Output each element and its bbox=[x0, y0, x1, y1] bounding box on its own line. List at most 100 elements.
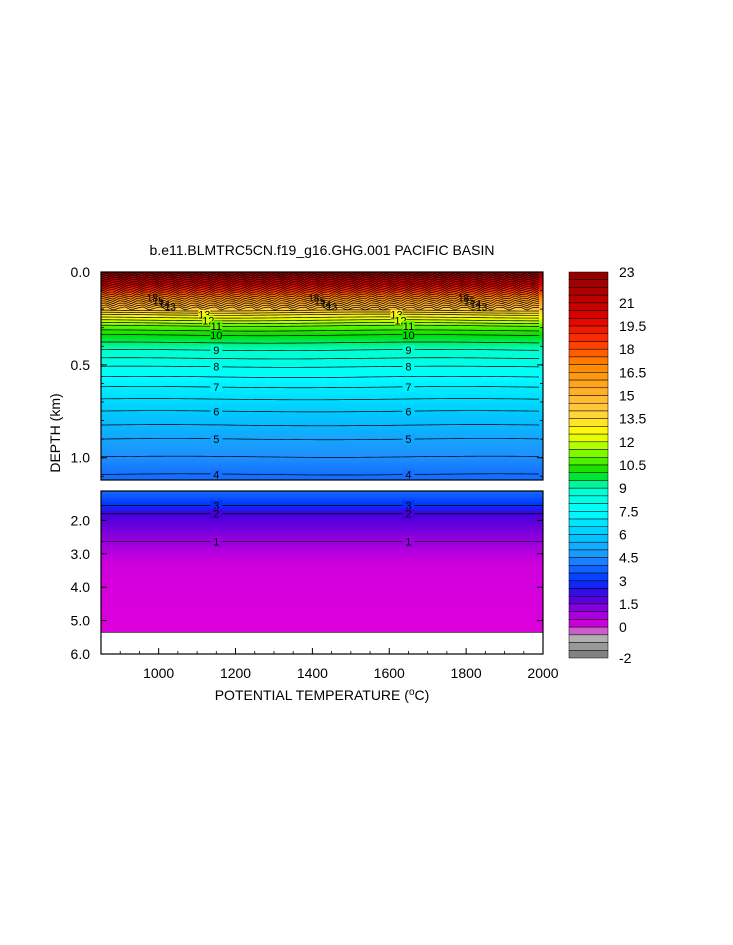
fill-band bbox=[101, 519, 543, 522]
fill-band bbox=[101, 596, 543, 599]
fill-band bbox=[101, 382, 543, 386]
fill-band bbox=[101, 455, 543, 459]
y-tick-label: 2.0 bbox=[71, 512, 91, 528]
contour-line bbox=[101, 297, 540, 302]
colorbar-box bbox=[568, 626, 609, 636]
contour-line bbox=[101, 304, 540, 309]
fill-band bbox=[101, 369, 543, 372]
colorbar-box bbox=[568, 294, 609, 304]
y-tick-label: 0.5 bbox=[71, 357, 91, 373]
fill-band bbox=[101, 572, 543, 575]
fill-band bbox=[101, 473, 543, 476]
fill-band bbox=[101, 605, 543, 608]
colorbar-box bbox=[568, 310, 609, 319]
contour-label: 13 bbox=[165, 303, 177, 314]
fill-band bbox=[101, 591, 543, 594]
colorbar-label: 19.5 bbox=[619, 318, 646, 334]
colorbar-label: 6 bbox=[619, 526, 627, 542]
contour-line bbox=[101, 306, 540, 311]
fill-band bbox=[101, 619, 543, 622]
colorbar-box bbox=[568, 433, 609, 443]
fill-band bbox=[101, 558, 543, 561]
fill-band bbox=[101, 586, 543, 589]
fill-band bbox=[101, 626, 543, 629]
contour-label-bg bbox=[402, 406, 415, 417]
fill-band bbox=[101, 348, 543, 351]
contour-label: 11 bbox=[211, 321, 222, 333]
colorbar-box bbox=[568, 387, 609, 396]
fill-band bbox=[101, 522, 543, 525]
colorbar-box bbox=[568, 487, 609, 497]
fill-band bbox=[101, 351, 543, 355]
fill-band bbox=[101, 301, 543, 304]
colorbar-labels: 23 21 19.5 18 16.5 15 13.5 12 10.5 9 7.5 6 4.5 3 1.5 0 -… bbox=[619, 264, 646, 666]
contour-label: 4 bbox=[405, 469, 411, 481]
fill-band bbox=[101, 325, 543, 329]
fill-band bbox=[101, 332, 543, 335]
contour-line bbox=[101, 313, 539, 316]
colorbar-box bbox=[568, 318, 609, 327]
contour-label-bg bbox=[402, 330, 415, 341]
x-axis: 1000 1200 1400 1600 1800 2000 bbox=[119, 648, 559, 681]
fill-band bbox=[101, 339, 543, 342]
colorbar-box bbox=[568, 379, 609, 389]
upper-panel-frame bbox=[100, 271, 544, 481]
contour-label-bg bbox=[210, 330, 223, 341]
colorbar-label: 23 bbox=[619, 264, 635, 280]
contour-line bbox=[101, 455, 540, 458]
fill-band bbox=[101, 588, 543, 591]
contour-line bbox=[101, 473, 540, 476]
fill-band bbox=[101, 530, 543, 533]
fill-band bbox=[101, 445, 543, 448]
contour-label: 14 bbox=[470, 300, 482, 311]
contour-label: 8 bbox=[213, 362, 219, 374]
fill-band bbox=[101, 505, 543, 508]
fill-band bbox=[101, 608, 543, 611]
fill-band bbox=[101, 287, 543, 290]
fill-band bbox=[101, 582, 543, 585]
fill-band bbox=[101, 622, 543, 626]
fill-band bbox=[101, 388, 543, 391]
colorbar-box bbox=[568, 441, 609, 450]
x-tick-label: 1600 bbox=[374, 665, 405, 681]
fill-band bbox=[101, 407, 543, 410]
fill-band bbox=[101, 355, 543, 358]
contour-line bbox=[101, 424, 540, 427]
fill-band bbox=[101, 363, 543, 367]
colorbar-box bbox=[568, 449, 609, 458]
fill-band bbox=[101, 553, 543, 556]
colorbar-box bbox=[568, 580, 609, 589]
colorbar-label: 18 bbox=[619, 341, 635, 357]
fill-band bbox=[101, 508, 543, 511]
fill-band bbox=[101, 393, 543, 396]
lower-panel-contour-labels: 3 32 21 1 bbox=[210, 500, 415, 548]
contour-line bbox=[101, 311, 540, 314]
contour-label-bg bbox=[402, 508, 415, 519]
fill-band bbox=[101, 289, 543, 292]
fill-band bbox=[101, 615, 543, 618]
contour-line bbox=[101, 319, 540, 322]
contour-line bbox=[101, 324, 540, 327]
contour-label: 13 bbox=[326, 303, 338, 314]
contour-label: 3 bbox=[405, 500, 411, 512]
contour-line bbox=[101, 284, 540, 290]
fill-band bbox=[101, 346, 543, 349]
contour-label: 11 bbox=[403, 321, 414, 333]
lower-panel-fill bbox=[101, 491, 543, 654]
colorbar-box bbox=[568, 572, 609, 582]
y-tick-label: 1.0 bbox=[71, 450, 91, 466]
fill-band bbox=[101, 616, 543, 619]
contour-line bbox=[101, 286, 540, 292]
contour-line bbox=[101, 386, 540, 389]
colorbar-box bbox=[568, 534, 609, 543]
fill-band bbox=[101, 441, 543, 445]
fill-band bbox=[101, 621, 543, 624]
fill-band bbox=[101, 462, 543, 465]
contour-label-bg bbox=[202, 315, 215, 326]
fill-band bbox=[101, 377, 543, 381]
contour-label-bg bbox=[210, 406, 223, 417]
fill-band bbox=[101, 358, 543, 361]
contour-line bbox=[101, 341, 540, 344]
fill-band bbox=[101, 527, 543, 530]
contour-label: 4 bbox=[213, 469, 219, 481]
